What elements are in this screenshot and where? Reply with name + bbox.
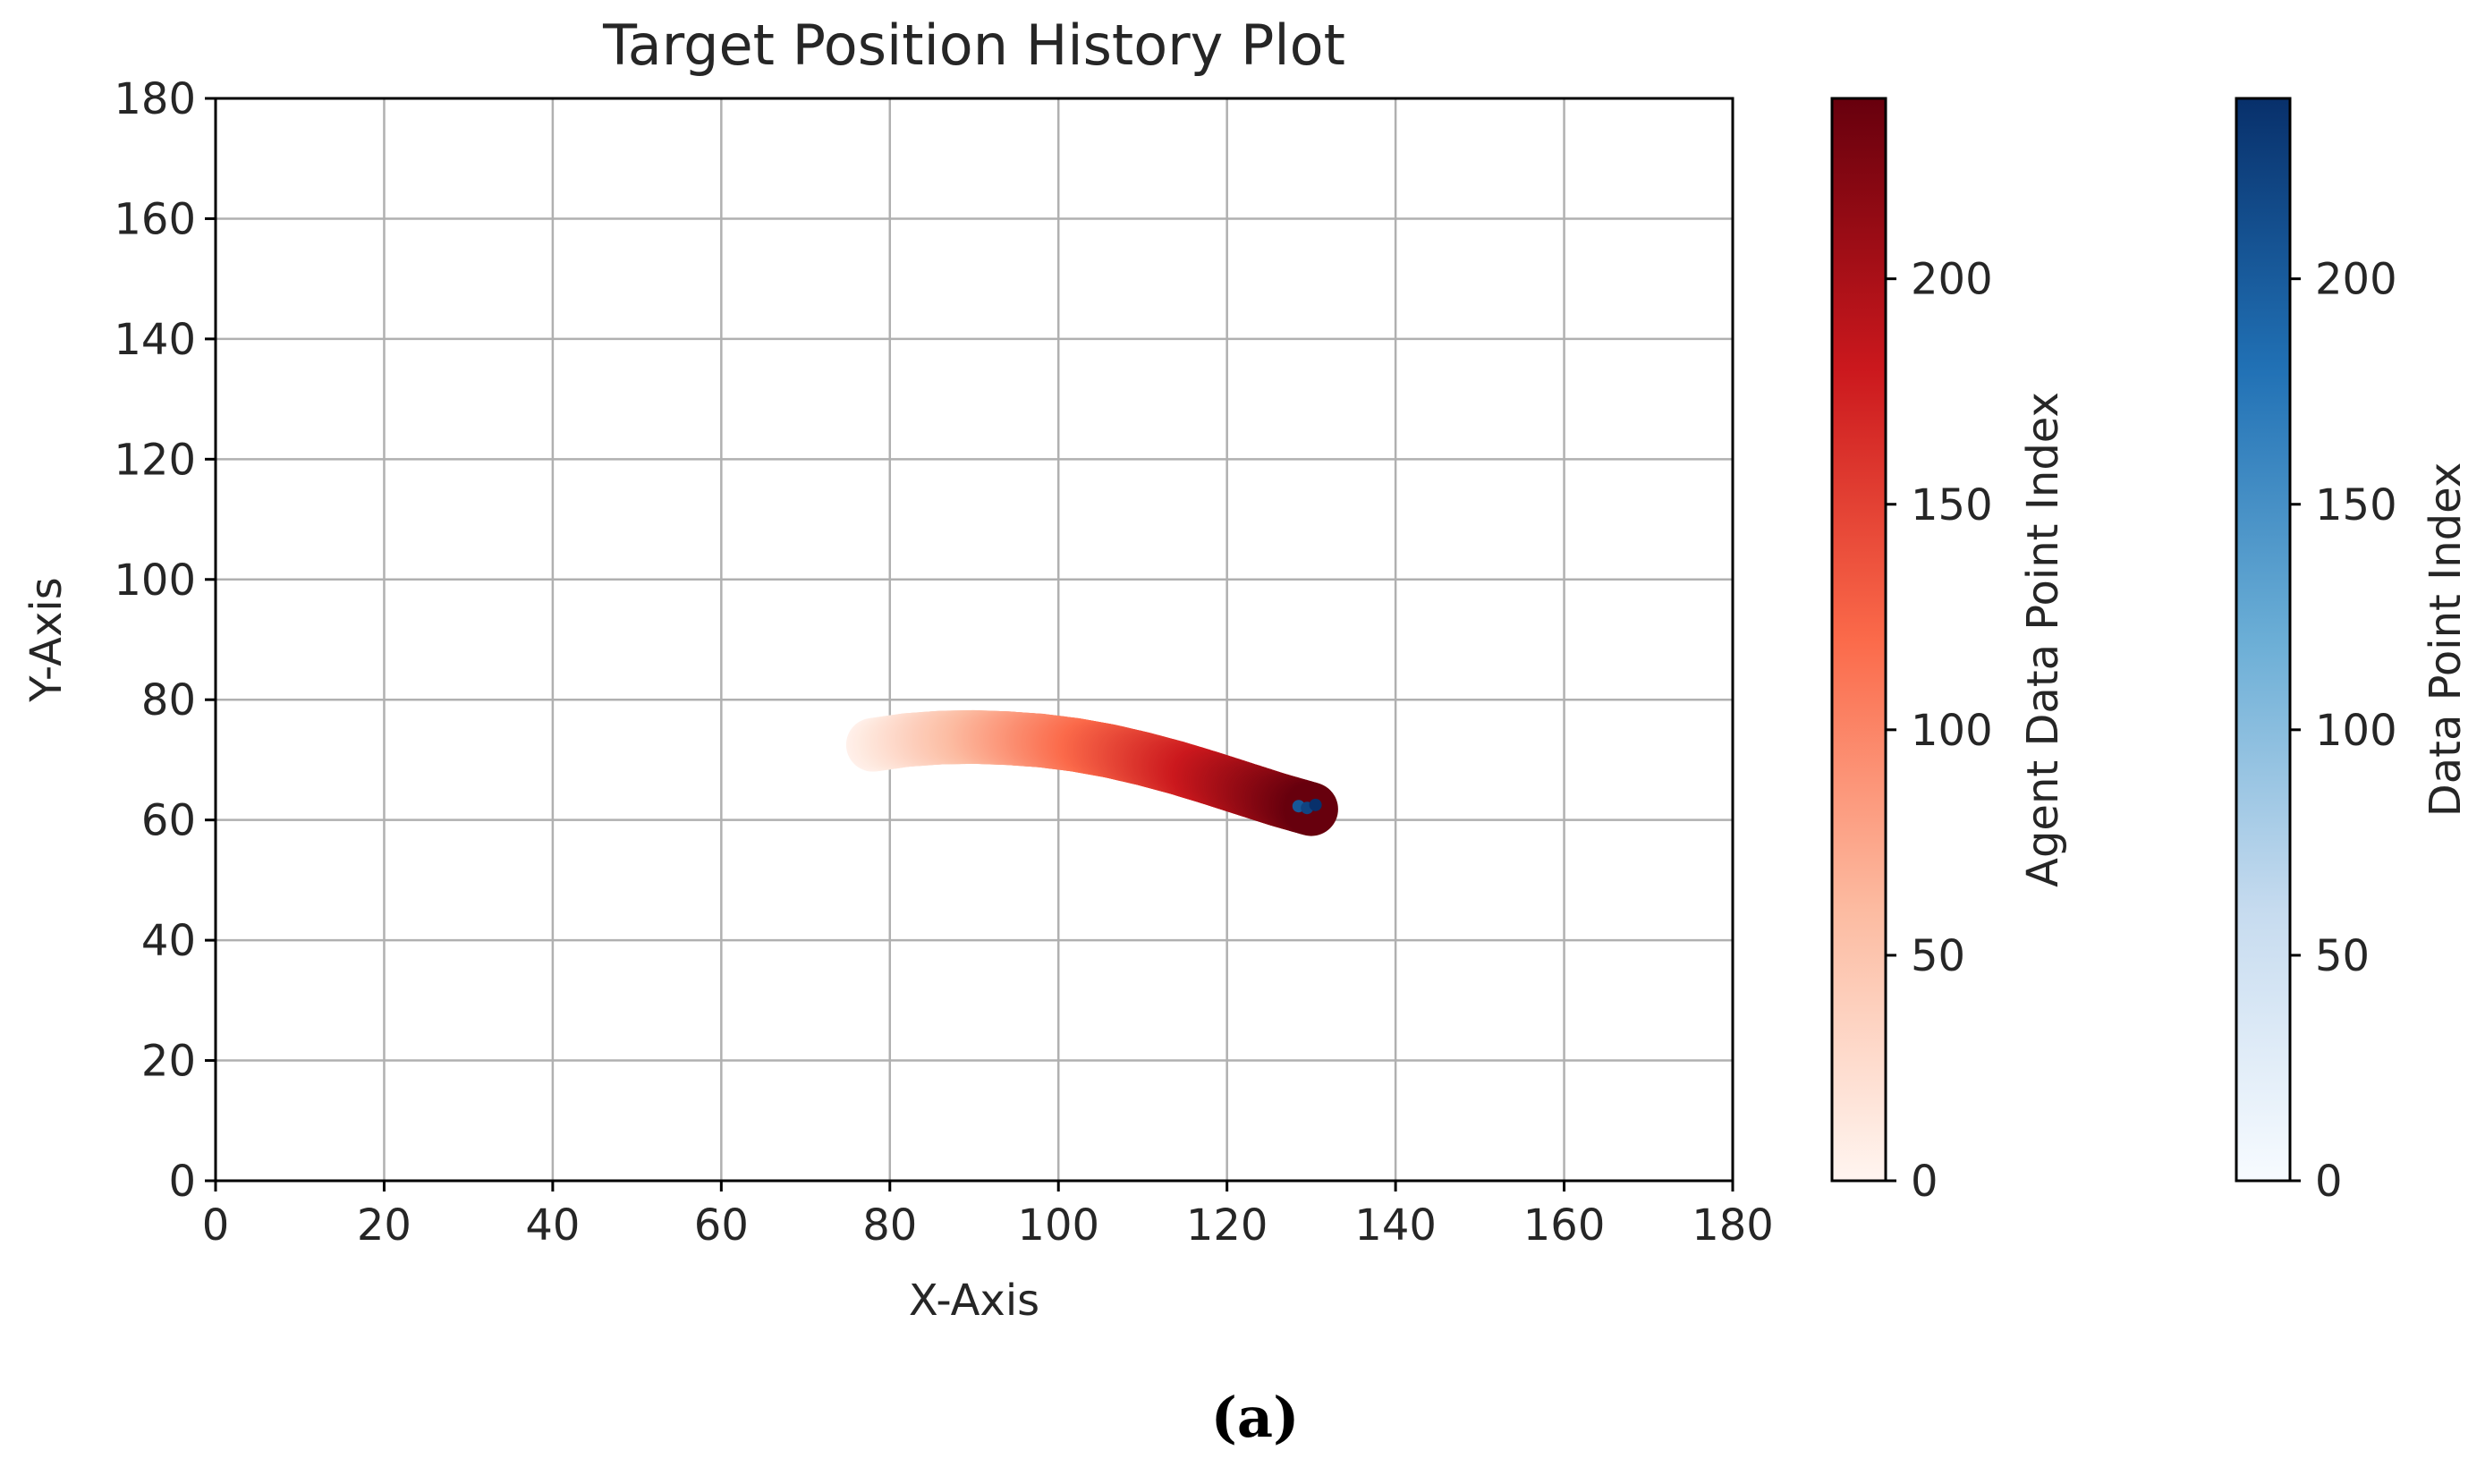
figure-caption: (a)	[1211, 1385, 1300, 1450]
y-tick-label: 180	[114, 74, 196, 124]
colorbar-tick-label: 200	[1911, 255, 1993, 305]
y-tick-label: 120	[114, 435, 196, 485]
y-axis-ticks: 0 20 40 60 80 100 120 140 160 180	[114, 74, 216, 1207]
colorbar-tick-label: 50	[2315, 931, 2370, 981]
colorbar-tick-label: 50	[1911, 931, 1965, 981]
y-tick-label: 140	[114, 315, 196, 365]
colorbar-tick-label: 150	[1911, 480, 1993, 530]
target-trajectory-series	[1292, 798, 1322, 815]
colorbar-tick-label: 200	[2315, 255, 2397, 305]
colorbar-tick-label: 100	[2315, 706, 2397, 756]
agent-colorbar-ticks: 0 50 100 150 200	[1886, 255, 1993, 1207]
x-tick-label: 180	[1692, 1200, 1774, 1251]
target-colorbar-ticks: 0 50 100 150 200	[2290, 255, 2397, 1207]
agent-colorbar-label: Agent Data Point Index	[2018, 392, 2068, 887]
x-tick-label: 120	[1186, 1200, 1268, 1251]
colorbar-tick-label: 0	[2315, 1157, 2343, 1207]
plot-area	[216, 98, 1733, 1181]
x-tick-label: 20	[357, 1200, 411, 1251]
agent-trajectory-series	[845, 709, 1338, 836]
y-tick-label: 160	[114, 194, 196, 244]
y-tick-label: 40	[141, 916, 196, 966]
x-tick-label: 140	[1354, 1200, 1437, 1251]
y-tick-label: 100	[114, 555, 196, 606]
agent-colorbar	[1830, 97, 1887, 1183]
y-tick-label: 20	[141, 1037, 196, 1087]
y-tick-label: 0	[168, 1157, 196, 1207]
x-tick-label: 80	[862, 1200, 917, 1251]
y-tick-label: 60	[141, 796, 196, 846]
x-tick-label: 40	[525, 1200, 580, 1251]
x-tick-label: 60	[694, 1200, 749, 1251]
x-tick-label: 160	[1523, 1200, 1606, 1251]
plot-frame	[214, 97, 1734, 1183]
y-tick-label: 80	[141, 675, 196, 725]
target-colorbar-label: Data Point Index	[2421, 462, 2471, 817]
x-tick-label: 100	[1017, 1200, 1099, 1251]
x-tick-label: 0	[202, 1200, 230, 1251]
x-axis-label: X-Axis	[909, 1276, 1039, 1326]
colorbar-tick-label: 150	[2315, 480, 2397, 530]
colorbar-tick-label: 100	[1911, 706, 1993, 756]
y-axis-label: Y-Axis	[21, 577, 72, 702]
target-data-point	[1309, 798, 1322, 811]
chart-title: Target Position History Plot	[602, 13, 1345, 78]
x-axis-ticks: 0 20 40 60 80 100 120 140 160 180	[202, 1181, 1774, 1251]
colorbar-tick-label: 0	[1911, 1157, 1938, 1207]
target-colorbar	[2235, 97, 2292, 1183]
